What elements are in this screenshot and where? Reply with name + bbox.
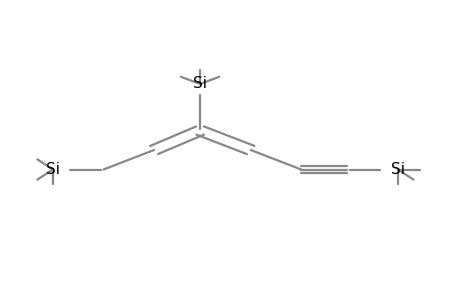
Text: Si: Si xyxy=(193,76,207,92)
Text: Si: Si xyxy=(46,162,60,177)
Text: Si: Si xyxy=(390,162,404,177)
